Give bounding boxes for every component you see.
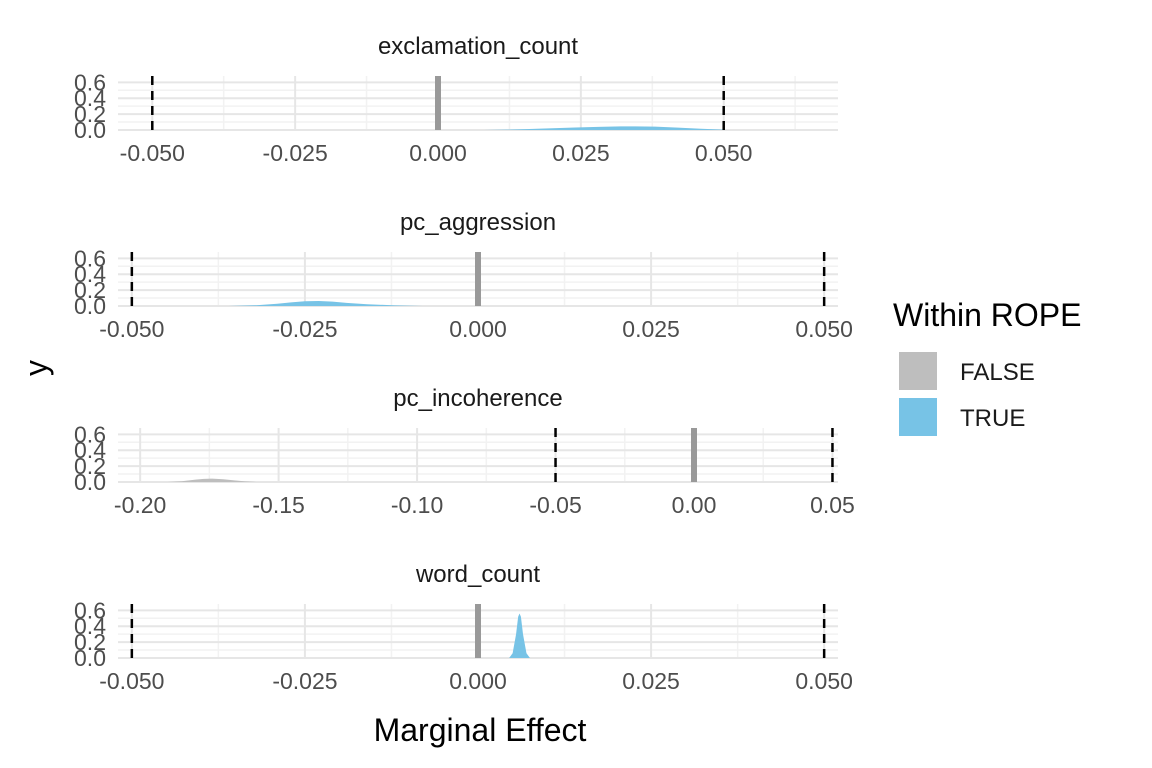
x-tick-label: 0.050	[795, 316, 853, 342]
legend: Within ROPE FALSE TRUE	[893, 297, 1081, 436]
x-tick-label: 0.025	[622, 316, 680, 342]
x-tick-label: 0.05	[810, 492, 855, 518]
legend-entries: FALSE TRUE	[899, 352, 1035, 436]
y-tick-label: 0.2	[74, 453, 106, 479]
facet-title: pc_aggression	[400, 209, 556, 236]
y-axis-title: y	[18, 360, 54, 376]
x-tick-label: -0.025	[272, 316, 337, 342]
density-area	[483, 126, 724, 130]
facet-panel: pc_aggression 0.00.20.40.6 -0.050 -0.025 0.0…	[74, 209, 853, 342]
legend-label: FALSE	[960, 359, 1035, 386]
x-tick-label: 0.050	[695, 140, 753, 166]
x-tick-label: 0.000	[449, 668, 507, 694]
density-area	[228, 300, 423, 306]
x-tick-label: -0.05	[529, 492, 581, 518]
x-tick-label: 0.050	[795, 668, 853, 694]
y-tick-label: 0.6	[74, 597, 106, 623]
y-tick-label: 0.2	[74, 101, 106, 127]
facet-panel: exclamation_count 0.00.20.40.6 -0.050 -0.02…	[74, 33, 838, 166]
legend-label: TRUE	[960, 405, 1025, 432]
legend-key	[899, 398, 937, 436]
facet-panel: pc_incoherence 0.00.20.40.6 -0.20 -0.15 -0.1…	[74, 385, 855, 518]
density-area	[509, 613, 530, 658]
y-tick-label: 0.6	[74, 69, 106, 95]
y-tick-label: 0.2	[74, 277, 106, 303]
facet-title: exclamation_count	[378, 33, 578, 60]
x-tick-label: 0.00	[672, 492, 717, 518]
x-tick-label: -0.050	[99, 668, 164, 694]
y-tick-label: 0.4	[74, 437, 106, 463]
legend-key	[899, 352, 937, 390]
x-tick-label: 0.000	[449, 316, 507, 342]
x-tick-label: -0.025	[272, 668, 337, 694]
x-tick-label: 0.025	[622, 668, 680, 694]
y-tick-label: 0.0	[74, 293, 106, 319]
facet-title: word_count	[415, 561, 540, 588]
facet-panel: word_count 0.00.20.40.6 -0.050 -0.025 0.000 0…	[74, 561, 853, 694]
x-tick-label: -0.050	[99, 316, 164, 342]
x-tick-label: -0.050	[120, 140, 185, 166]
y-tick-label: 0.4	[74, 261, 106, 287]
x-tick-label: -0.10	[391, 492, 443, 518]
density-area	[167, 478, 257, 482]
x-tick-label: -0.025	[263, 140, 328, 166]
y-tick-label: 0.4	[74, 85, 106, 111]
y-tick-label: 0.6	[74, 421, 106, 447]
y-tick-label: 0.0	[74, 469, 106, 495]
y-tick-label: 0.0	[74, 117, 106, 143]
y-tick-label: 0.6	[74, 245, 106, 271]
facet-title: pc_incoherence	[393, 385, 562, 412]
x-tick-label: 0.000	[409, 140, 467, 166]
x-tick-label: 0.025	[552, 140, 610, 166]
x-tick-label: -0.20	[114, 492, 166, 518]
legend-title: Within ROPE	[893, 297, 1081, 333]
x-tick-label: -0.15	[252, 492, 304, 518]
y-tick-label: 0.2	[74, 629, 106, 655]
x-axis-title: Marginal Effect	[374, 712, 587, 748]
y-tick-label: 0.4	[74, 613, 106, 639]
y-tick-label: 0.0	[74, 645, 106, 671]
